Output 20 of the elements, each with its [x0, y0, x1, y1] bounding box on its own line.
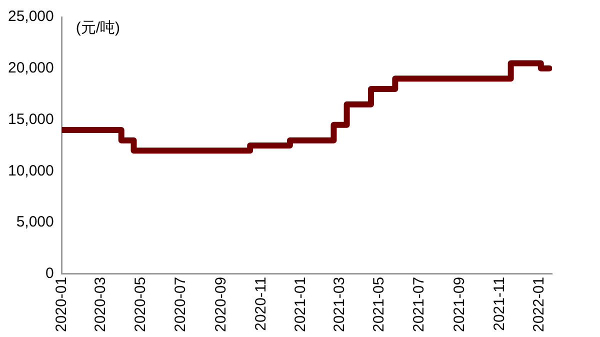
x-tick-label: 2021-07 — [410, 276, 428, 332]
x-tick-label: 2020-03 — [92, 276, 110, 332]
x-tick-label: 2020-01 — [53, 276, 70, 332]
y-tick-label: 25,000 — [8, 8, 54, 26]
x-tick-label: 2021-03 — [330, 276, 348, 332]
x-tick-label: 2022-01 — [530, 276, 548, 332]
x-tick-label: 2020-11 — [252, 276, 270, 331]
x-tick-label: 2020-05 — [132, 276, 150, 332]
y-tick-label: 0 — [46, 265, 54, 282]
y-tick-label: 10,000 — [8, 162, 54, 180]
x-tick-label: 2020-07 — [172, 276, 189, 332]
x-tick-label: 2020-09 — [212, 276, 230, 332]
y-axis-title: (元/吨) — [76, 20, 120, 37]
x-tick-label: 2021-05 — [370, 276, 388, 332]
x-tick-label: 2021-11 — [490, 276, 508, 331]
y-tick-label: 5,000 — [16, 214, 54, 231]
y-tick-label: 15,000 — [8, 110, 54, 128]
x-tick-label: 2021-09 — [451, 276, 468, 332]
y-tick-label: 20,000 — [8, 60, 54, 77]
x-tick-label: 2021-01 — [292, 276, 310, 332]
